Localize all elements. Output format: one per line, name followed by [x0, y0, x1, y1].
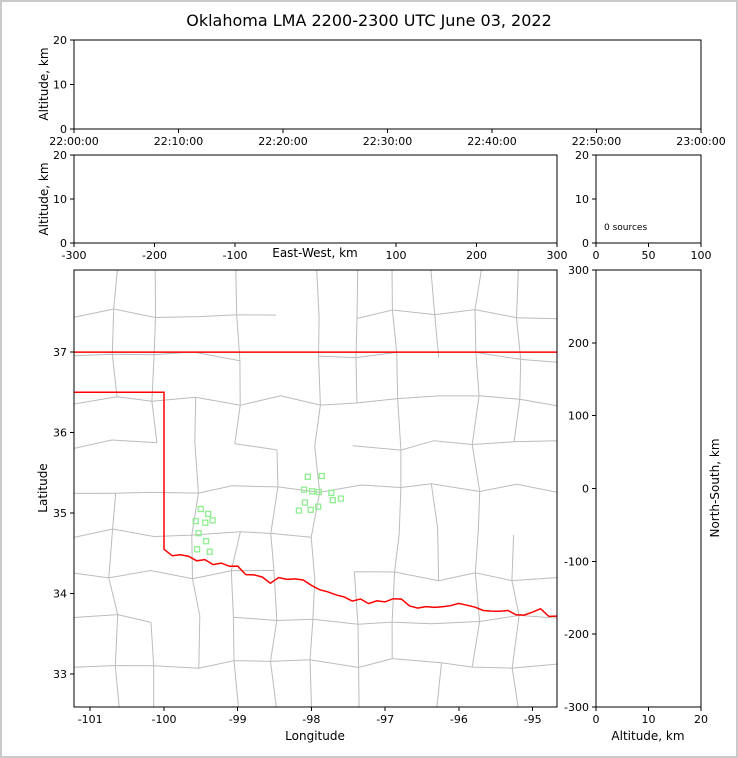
- x-tick-label: 100: [386, 249, 407, 262]
- map-xlabel: Longitude: [285, 729, 345, 743]
- y-tick-label: 100: [568, 410, 589, 423]
- x-tick-label: 20: [694, 713, 708, 726]
- source-marker: [307, 506, 314, 513]
- x-tick-label: -98: [302, 713, 320, 726]
- x-tick-label: 22:40:00: [467, 135, 516, 148]
- panel-east-west-height: -300 -200 -100 100 200 300 0 10 20: [53, 149, 568, 262]
- source-marker: [337, 495, 345, 502]
- time-height-ylabel: Altitude, km: [37, 47, 51, 121]
- y-tick-label: 20: [53, 149, 67, 162]
- y-tick-label: 10: [53, 193, 67, 206]
- source-marker: [304, 473, 311, 480]
- y-tick-label: 0: [60, 123, 67, 136]
- source-marker: [197, 505, 204, 513]
- x-tick-label: 22:10:00: [154, 135, 203, 148]
- ns-height-ylabel: North-South, km: [708, 438, 722, 538]
- x-tick-label: -200: [142, 249, 167, 262]
- y-tick-label: -200: [564, 628, 589, 641]
- source-marker: [192, 517, 199, 525]
- y-tick-label: 10: [575, 193, 589, 206]
- panel-north-south-height: 0 10 20 -300 -200 -100 0 100 200 300: [564, 264, 708, 726]
- source-marker: [202, 519, 209, 526]
- y-tick-label: -100: [564, 555, 589, 568]
- x-tick-label: 200: [466, 249, 487, 262]
- y-tick-label: 300: [568, 264, 589, 277]
- source-marker: [301, 499, 308, 506]
- x-tick-label: 22:50:00: [572, 135, 621, 148]
- x-tick-label: 50: [642, 249, 656, 262]
- x-tick-label: -100: [223, 249, 248, 262]
- source-marker: [315, 488, 322, 496]
- panel-plan-view-map: -101 -100 -99 -98 -97 -96 -95 33 34 35 36 37: [53, 269, 558, 726]
- y-tick-label: 34: [53, 588, 67, 601]
- x-tick-label: 300: [547, 249, 568, 262]
- x-tick-label: -96: [450, 713, 468, 726]
- source-marker: [209, 517, 216, 524]
- x-tick-label: 0: [593, 713, 600, 726]
- x-tick-label: -95: [524, 713, 542, 726]
- plot-frame: [73, 154, 558, 244]
- source-marker: [206, 548, 213, 555]
- y-tick-label: 0: [582, 483, 589, 496]
- source-count-annotation: 0 sources: [604, 223, 648, 233]
- map-layers: [74, 270, 557, 707]
- y-tick-label: -300: [564, 701, 589, 714]
- y-tick-label: 200: [568, 337, 589, 350]
- plot-frame: [73, 269, 558, 708]
- source-marker: [309, 488, 316, 495]
- x-tick-label: -300: [62, 249, 87, 262]
- lightning-sources: [192, 472, 345, 555]
- plot-frame: [595, 269, 702, 708]
- source-marker: [329, 497, 336, 504]
- plot-frame: [73, 39, 702, 130]
- x-tick-label: -97: [376, 713, 394, 726]
- x-tick-label: 23:00:00: [676, 135, 725, 148]
- x-tick-label: -99: [229, 713, 247, 726]
- ew-height-ylabel: Altitude, km: [37, 162, 51, 236]
- ns-height-xlabel: Altitude, km: [611, 729, 685, 743]
- y-tick-label: 10: [53, 79, 67, 92]
- x-tick-label: 22:30:00: [363, 135, 412, 148]
- source-marker: [314, 503, 322, 510]
- source-marker: [318, 472, 325, 480]
- source-marker: [300, 486, 308, 493]
- source-marker: [193, 546, 201, 553]
- source-marker: [195, 530, 202, 537]
- x-tick-label: 10: [642, 713, 656, 726]
- source-marker: [328, 489, 335, 497]
- y-tick-label: 37: [53, 346, 67, 359]
- figure-title: Oklahoma LMA 2200-2300 UTC June 03, 2022: [186, 11, 552, 30]
- source-marker: [295, 507, 303, 514]
- panel-time-height: 22:00:00 22:10:00 22:20:00 22:30:00 22:40:00…: [49, 34, 725, 148]
- source-marker: [205, 510, 212, 518]
- panel-altitude-histogram: 0 50 100 0 10 20: [575, 149, 712, 262]
- x-tick-label: -100: [152, 713, 177, 726]
- map-ylabel: Latitude: [36, 463, 50, 513]
- x-tick-label: 0: [593, 249, 600, 262]
- x-tick-label: -101: [78, 713, 103, 726]
- y-tick-label: 33: [53, 668, 67, 681]
- ew-height-xlabel: East-West, km: [272, 246, 358, 260]
- x-tick-label: 100: [691, 249, 712, 262]
- oklahoma-border-red-river: [74, 391, 557, 618]
- y-tick-label: 36: [53, 427, 67, 440]
- y-tick-label: 35: [53, 507, 67, 520]
- county-lines: [74, 270, 557, 707]
- x-tick-label: 22:00:00: [49, 135, 98, 148]
- y-tick-label: 0: [582, 237, 589, 250]
- y-tick-label: 0: [60, 237, 67, 250]
- y-tick-label: 20: [53, 34, 67, 47]
- source-marker: [202, 538, 210, 545]
- x-tick-label: 22:20:00: [258, 135, 307, 148]
- y-tick-label: 20: [575, 149, 589, 162]
